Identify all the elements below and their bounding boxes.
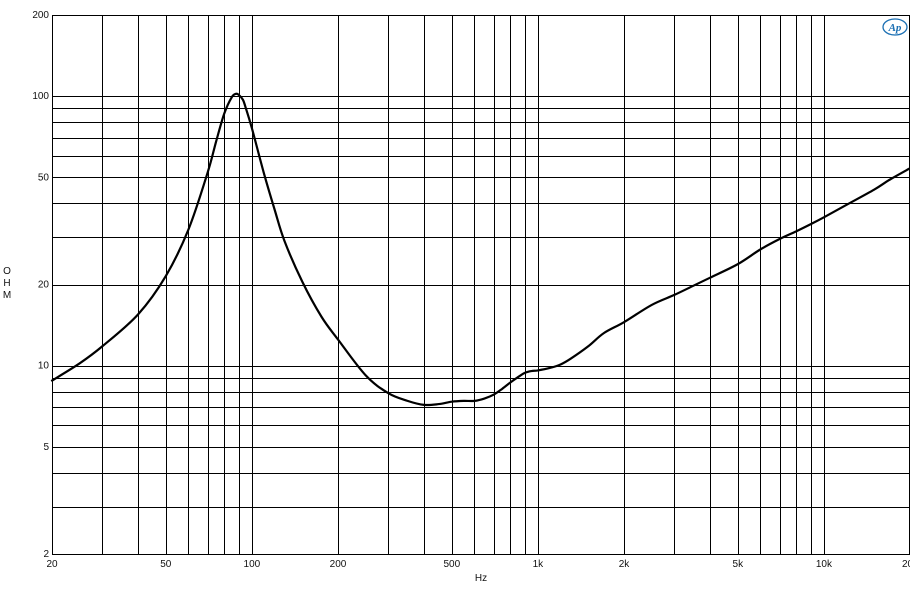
- x-tick-label: 500: [443, 559, 460, 570]
- x-tick-label: 50: [160, 559, 172, 570]
- y-tick-label: 10: [38, 361, 50, 372]
- x-tick-label: 10k: [816, 559, 833, 570]
- x-tick-label: 1k: [533, 559, 545, 570]
- y-axis-title: OHM: [3, 266, 11, 301]
- y-axis-title-letter: M: [3, 290, 11, 301]
- x-tick-label: 5k: [733, 559, 745, 570]
- x-tick-label: 20: [46, 559, 58, 570]
- x-tick-labels: 20 50 100 200 500 1k 2k 5k 10k 20k: [46, 559, 910, 570]
- y-tick-labels: 2 5 10 20 50 100 200: [32, 10, 49, 560]
- ap-logo-ring-icon: [882, 18, 908, 36]
- y-tick-label: 100: [32, 91, 49, 102]
- impedance-series-line: [50, 92, 910, 407]
- x-tick-label: 20k: [902, 559, 910, 570]
- y-tick-label: 5: [43, 442, 49, 453]
- x-axis-title: Hz: [475, 573, 487, 584]
- x-tick-label: 200: [330, 559, 347, 570]
- ap-logo-text: Ap: [888, 22, 902, 34]
- y-axis-title-letter: O: [3, 266, 11, 277]
- x-tick-label: 2k: [619, 559, 631, 570]
- y-axis-title-letter: H: [3, 278, 10, 289]
- y-tick-label: 50: [38, 172, 50, 183]
- series-layer: [50, 92, 910, 407]
- y-tick-label: 200: [32, 10, 49, 21]
- ap-logo: Ap: [882, 18, 908, 36]
- y-tick-label: 20: [38, 280, 50, 291]
- grid-lines: [52, 15, 910, 555]
- y-tick-label: 2: [43, 549, 49, 560]
- x-tick-label: 100: [244, 559, 261, 570]
